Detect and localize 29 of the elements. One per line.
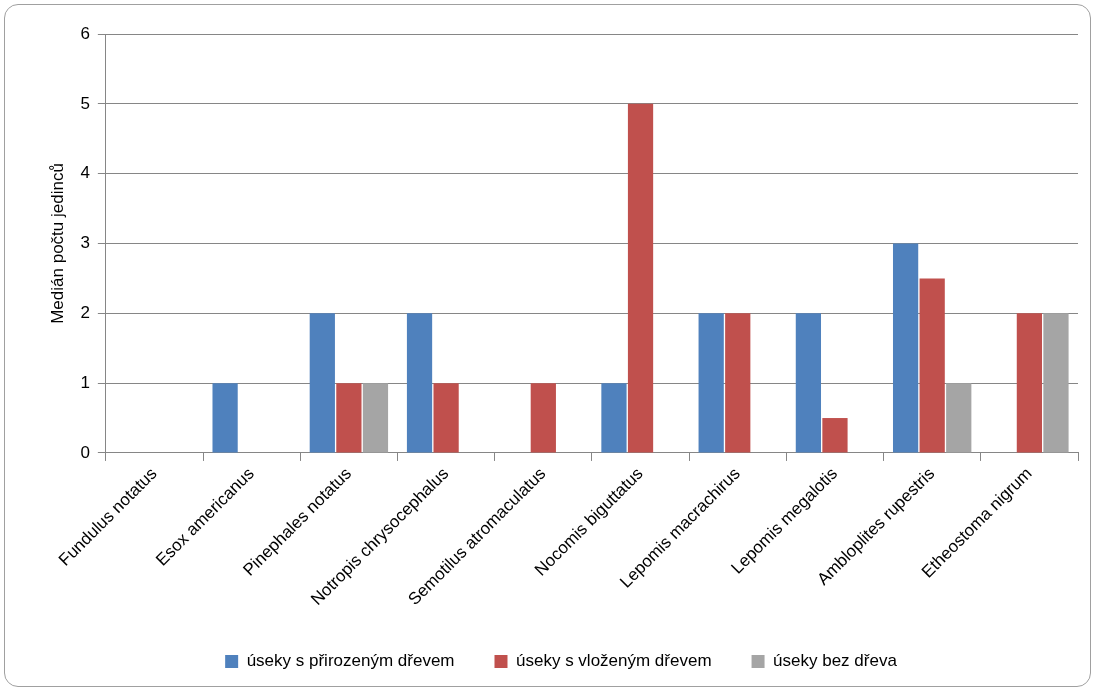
legend-label: úseky s přirozeným dřevem: [246, 651, 455, 671]
legend-label: úseky bez dřeva: [773, 651, 898, 671]
bar: [309, 313, 335, 453]
y-tick-label: 2: [80, 302, 90, 322]
y-tick-label: 5: [80, 93, 90, 113]
y-tick-label: 1: [80, 372, 90, 392]
bar: [601, 383, 627, 453]
bar: [919, 278, 945, 453]
bar: [362, 383, 389, 453]
bar: [946, 383, 972, 453]
y-tick-label: 0: [80, 442, 90, 462]
bar: [1043, 313, 1069, 453]
bar: [725, 313, 751, 453]
bar: [406, 313, 433, 453]
bar: [336, 383, 362, 453]
y-tick-label: 3: [80, 233, 90, 253]
bar: [627, 103, 654, 453]
bar: [530, 383, 556, 453]
y-tick-label: 4: [80, 163, 90, 183]
bar: [822, 418, 848, 453]
y-tick-label: 6: [80, 23, 90, 43]
bar: [892, 243, 919, 453]
bar: [795, 313, 822, 453]
bar: [1016, 313, 1043, 453]
y-axis-title: Medián počtu jedinců: [47, 163, 67, 324]
bar: [433, 383, 459, 453]
legend-label: úseky s vloženým dřevem: [515, 651, 712, 671]
bar: [698, 313, 724, 453]
bar: [212, 383, 238, 453]
